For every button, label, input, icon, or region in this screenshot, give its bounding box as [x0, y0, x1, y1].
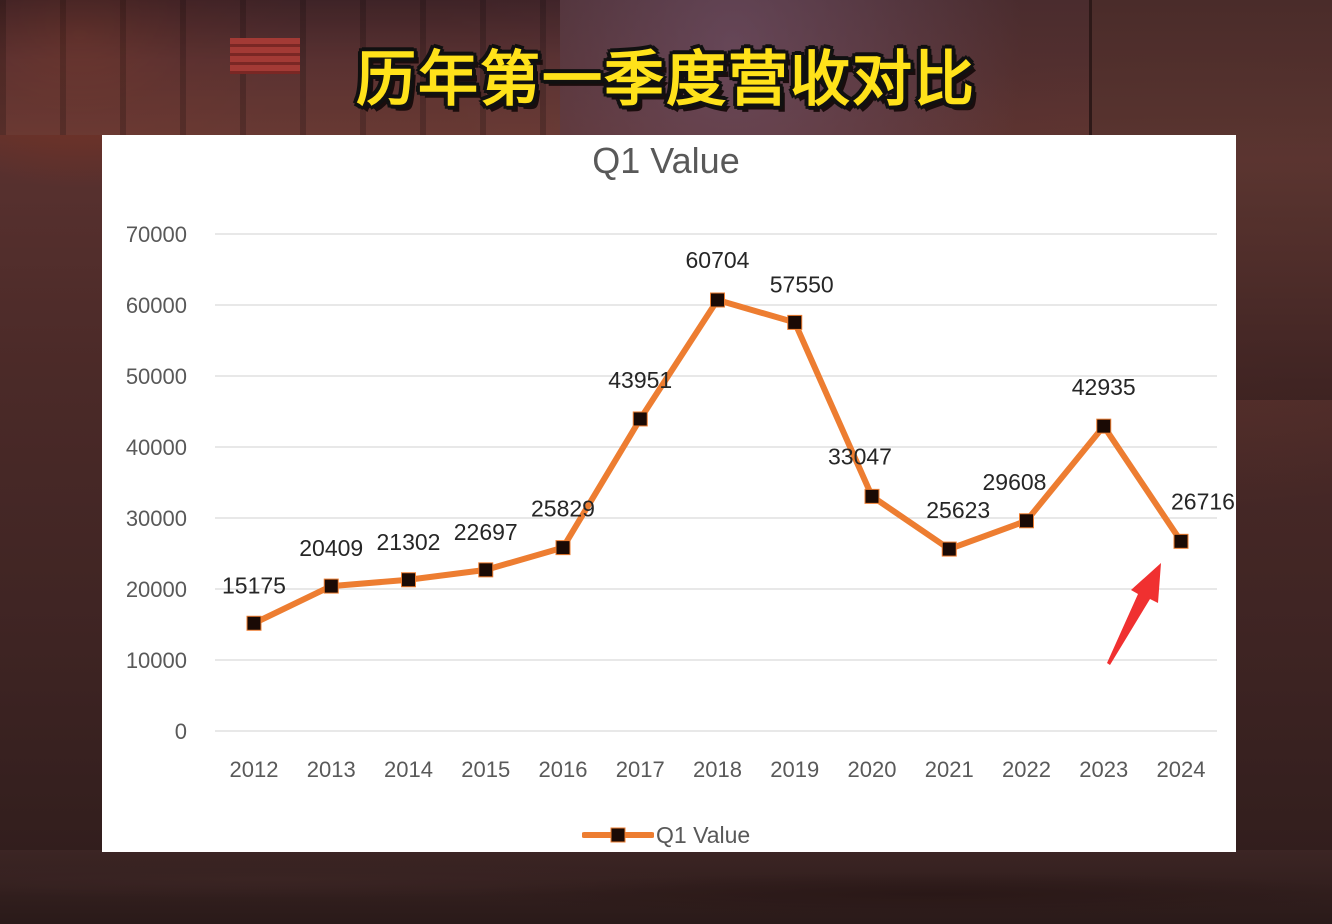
- data-point-marker: [1096, 418, 1112, 434]
- x-tick-label: 2016: [539, 757, 588, 782]
- x-axis-labels: 2012 2013 2014 2015 2016 2017 2018 2019 2020 2021…: [230, 757, 1206, 782]
- page-headline: 历年第一季度营收对比: [356, 45, 976, 115]
- data-label: 29608: [983, 469, 1047, 495]
- background-window: [230, 38, 300, 74]
- data-point-marker: [787, 314, 803, 330]
- y-tick-label: 70000: [126, 222, 187, 247]
- data-label: 15175: [222, 572, 286, 598]
- y-tick-label: 60000: [126, 293, 187, 318]
- data-label: 33047: [828, 443, 892, 469]
- x-tick-label: 2020: [848, 757, 897, 782]
- data-label: 22697: [454, 519, 518, 545]
- data-label: 25829: [531, 496, 595, 522]
- y-tick-label: 50000: [126, 364, 187, 389]
- legend-line-marker-icon: [582, 827, 654, 843]
- data-label: 20409: [299, 535, 363, 561]
- x-tick-label: 2019: [770, 757, 819, 782]
- x-tick-label: 2012: [230, 757, 279, 782]
- y-axis-labels: 0 10000 20000 30000 40000 50000 60000 70000: [126, 222, 187, 744]
- data-point-marker: [555, 540, 571, 556]
- data-label: 25623: [926, 497, 990, 523]
- data-labels: 15175 20409 21302 22697 25829 43951 60704 57550…: [222, 247, 1235, 598]
- x-tick-label: 2015: [461, 757, 510, 782]
- y-tick-label: 20000: [126, 577, 187, 602]
- y-tick-label: 40000: [126, 435, 187, 460]
- y-tick-label: 0: [175, 719, 187, 744]
- data-point-marker: [632, 411, 648, 427]
- data-point-marker: [941, 541, 957, 557]
- x-tick-label: 2017: [616, 757, 665, 782]
- data-point-marker: [246, 615, 262, 631]
- chart-legend: Q1 Value: [582, 820, 750, 850]
- data-label: 43951: [608, 367, 672, 393]
- x-tick-label: 2024: [1157, 757, 1206, 782]
- x-tick-label: 2022: [1002, 757, 1051, 782]
- data-point-marker: [323, 578, 339, 594]
- annotation-arrow: [1107, 563, 1161, 665]
- data-point-marker: [401, 572, 416, 588]
- data-label: 21302: [377, 529, 441, 555]
- y-tick-label: 10000: [126, 648, 187, 673]
- data-point-marker: [1173, 533, 1189, 549]
- y-tick-label: 30000: [126, 506, 187, 531]
- background-ground: [0, 850, 1332, 924]
- red-arrow-icon: [1107, 563, 1161, 665]
- x-tick-label: 2021: [925, 757, 974, 782]
- data-label: 26716: [1171, 488, 1235, 514]
- x-tick-label: 2014: [384, 757, 433, 782]
- x-tick-label: 2013: [307, 757, 356, 782]
- data-point-marker: [1019, 513, 1034, 529]
- data-point-marker: [478, 562, 494, 578]
- data-label: 60704: [686, 247, 750, 273]
- data-point-marker: [710, 292, 725, 308]
- data-point-marker: [864, 488, 880, 504]
- data-label: 42935: [1072, 374, 1136, 400]
- legend-label: Q1 Value: [656, 821, 751, 848]
- x-tick-label: 2018: [693, 757, 742, 782]
- chart-title: Q1 Value: [592, 140, 740, 181]
- series-q1-value: [246, 292, 1189, 631]
- data-label: 57550: [770, 271, 834, 297]
- x-tick-label: 2023: [1079, 757, 1128, 782]
- gridlines: [215, 233, 1217, 732]
- series-line: [251, 297, 1184, 627]
